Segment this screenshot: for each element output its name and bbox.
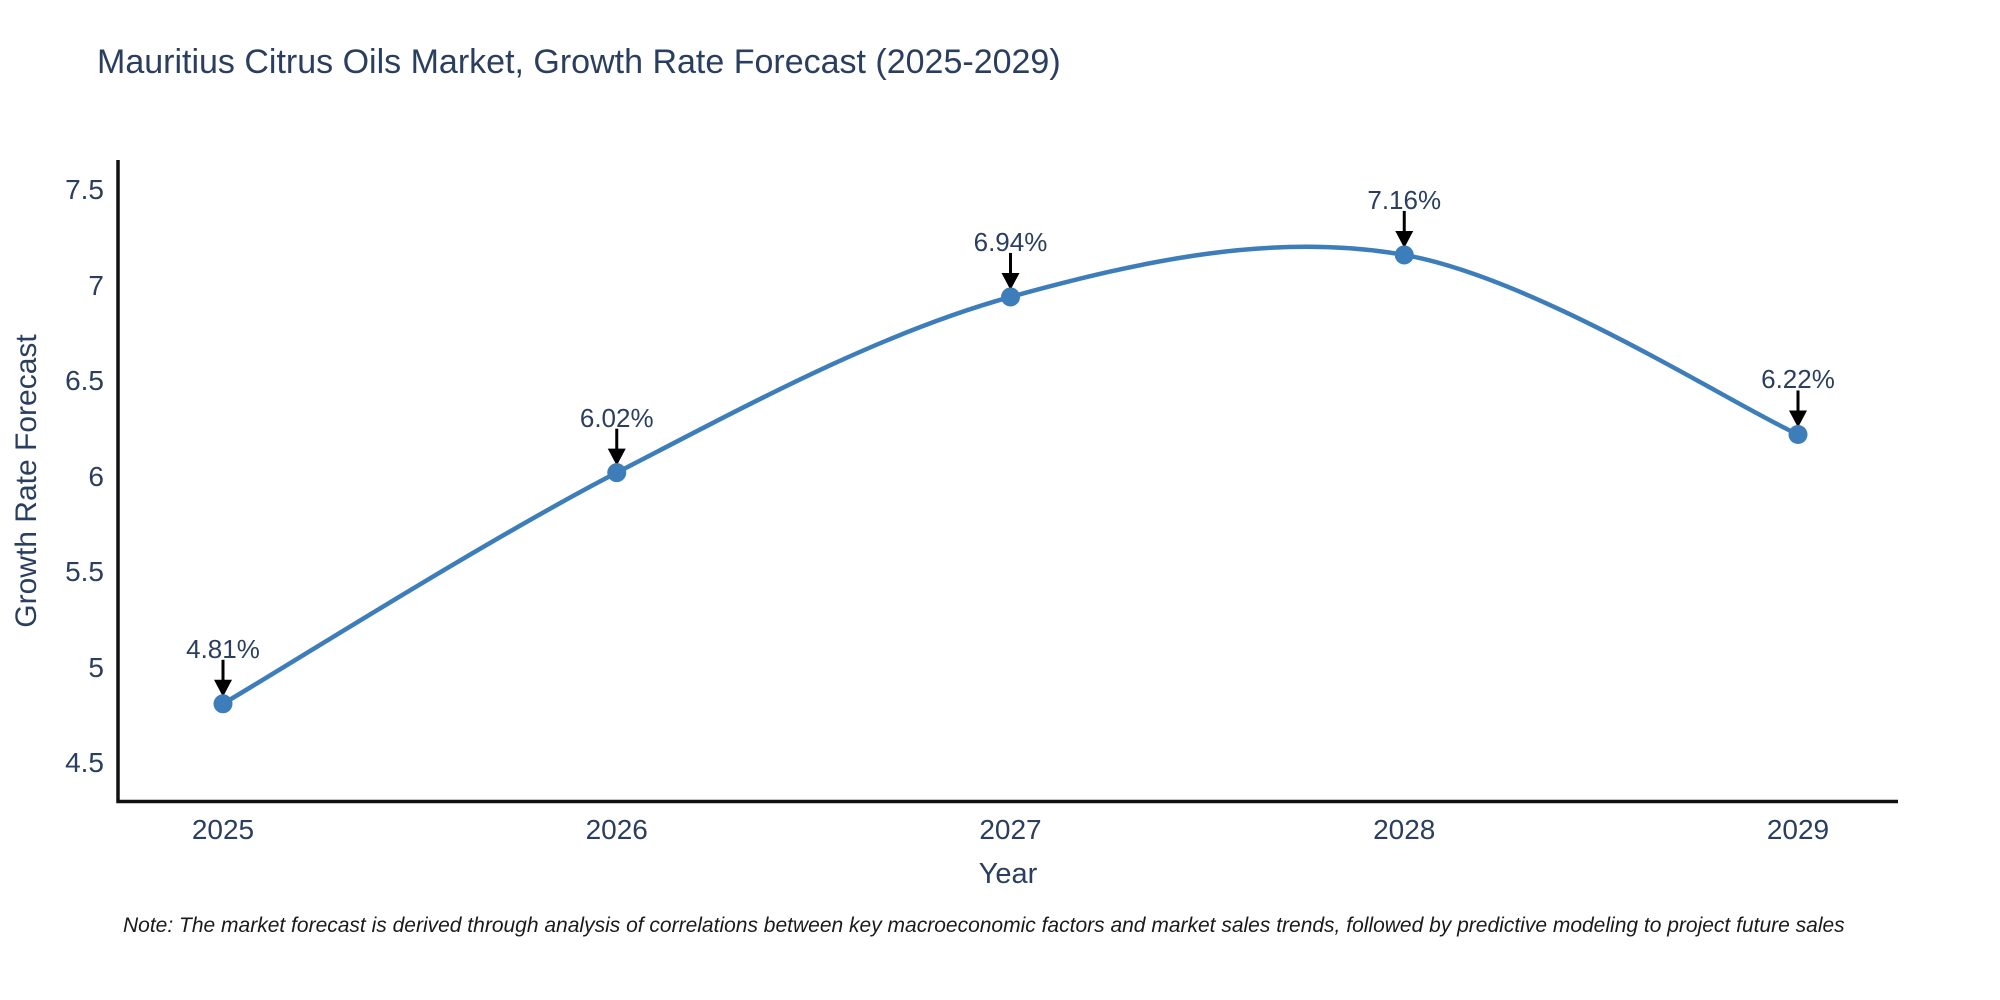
axis-lines — [116, 160, 1898, 804]
annotation-arrowhead — [1789, 410, 1807, 428]
y-tick-label: 6.5 — [65, 365, 104, 396]
y-tick-label: 6 — [88, 460, 104, 492]
footnote: Note: The market forecast is derived thr… — [123, 914, 1845, 937]
data-point-marker — [1001, 287, 1020, 307]
point-value-label: 4.81% — [186, 633, 260, 664]
y-tick-label: 5.5 — [65, 556, 104, 587]
trend-line — [220, 244, 1801, 707]
point-value-label: 6.02% — [579, 402, 654, 433]
x-tick-label: 2027 — [979, 814, 1042, 845]
x-tick-label: 2025 — [191, 814, 255, 845]
point-value-label: 7.16% — [1367, 184, 1442, 215]
y-tick-label: 4.5 — [65, 747, 104, 778]
data-point-marker — [1788, 424, 1808, 444]
data-point-marker — [607, 463, 627, 483]
annotation-arrowhead — [1395, 230, 1414, 248]
data-point-marker — [213, 694, 233, 714]
annotation-arrowhead — [214, 679, 232, 697]
point-value-label: 6.94% — [973, 226, 1048, 257]
x-tick-label: 2029 — [1766, 814, 1830, 845]
point-value-label: 6.22% — [1761, 364, 1835, 395]
chart-title: Mauritius Citrus Oils Market, Growth Rat… — [97, 43, 1061, 81]
y-tick-label: 7.5 — [65, 174, 104, 205]
data-point-marker — [1394, 245, 1414, 265]
x-tick-label: 2028 — [1373, 814, 1436, 845]
y-tick-label: 7 — [88, 269, 104, 301]
x-tick-label: 2026 — [585, 814, 648, 845]
annotation-arrowhead — [1001, 272, 1020, 290]
x-axis-title: Year — [978, 858, 1038, 890]
annotation-arrowhead — [607, 448, 626, 466]
y-tick-label: 5 — [88, 651, 104, 683]
